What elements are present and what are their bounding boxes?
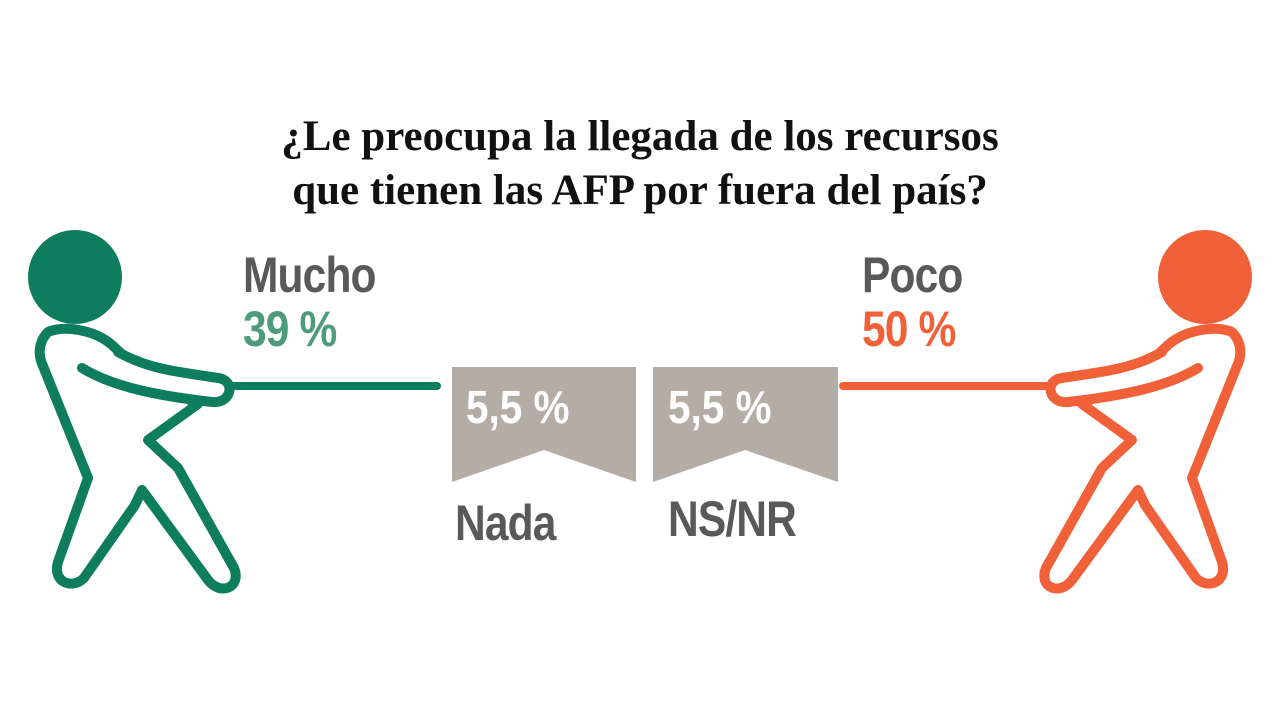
flag-nada bbox=[452, 367, 636, 482]
value-nada: 5,5 % bbox=[466, 381, 570, 433]
label-mucho: Mucho bbox=[243, 247, 377, 303]
person-pulling-icon-poco bbox=[839, 230, 1252, 594]
value-mucho: 39 % bbox=[243, 301, 337, 357]
title-line-1: ¿Le preocupa la llegada de los recursos bbox=[281, 113, 999, 160]
value-nsnr: 5,5 % bbox=[668, 381, 772, 433]
title-line-2: que tienen las AFP por fuera del país? bbox=[292, 167, 988, 214]
person-pulling-icon-mucho bbox=[28, 230, 441, 594]
chart-title: ¿Le preocupa la llegada de los recursos … bbox=[0, 110, 1280, 218]
value-poco: 50 % bbox=[862, 301, 956, 357]
label-nada: Nada bbox=[455, 495, 556, 551]
flag-nsnr bbox=[653, 367, 838, 482]
label-poco: Poco bbox=[862, 247, 963, 303]
label-nsnr: NS/NR bbox=[668, 491, 797, 547]
